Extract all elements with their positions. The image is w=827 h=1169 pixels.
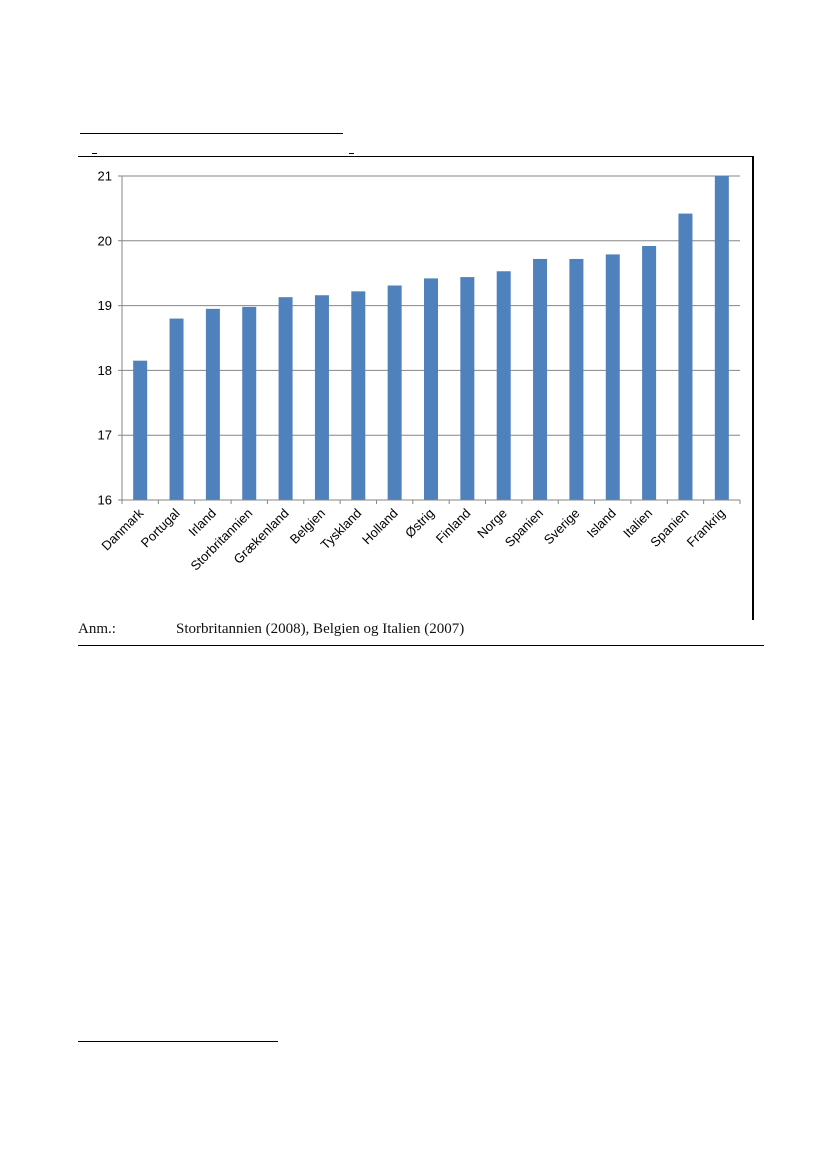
note-label: Anm.: <box>78 621 116 637</box>
bar <box>605 254 620 500</box>
x-tick-label: Spanien <box>502 506 546 550</box>
note: Anm.: Storbritannien (2008), Belgien og … <box>78 620 768 642</box>
bar <box>642 245 657 500</box>
y-tick-label: 20 <box>98 233 112 248</box>
x-tick-label: Sverige <box>541 506 583 548</box>
note-text: Storbritannien (2008), Belgien og Italie… <box>176 621 465 637</box>
bar <box>714 176 729 500</box>
bar <box>205 308 220 500</box>
bar <box>242 306 257 500</box>
y-tick-label: 21 <box>98 169 112 184</box>
bar <box>678 213 693 501</box>
top-rule <box>80 133 343 134</box>
footnote-rule <box>78 1041 278 1042</box>
chart-frame: 16 17 18 19 20 21 Danmark Portugal Irland Storbri… <box>78 156 754 620</box>
y-tick-label: 17 <box>98 428 112 443</box>
bar <box>133 360 148 500</box>
bar <box>424 278 438 500</box>
bar <box>569 258 584 500</box>
y-tick-label: 19 <box>98 298 112 313</box>
x-tick-label: Portugal <box>138 505 183 550</box>
x-tick-label: Finland <box>433 506 474 547</box>
bar <box>533 258 548 500</box>
y-tick-label: 18 <box>98 363 112 378</box>
x-tick-label: Frankrig <box>684 506 728 550</box>
y-tick-label: 16 <box>98 493 112 508</box>
x-tick-label: Danmark <box>98 505 146 553</box>
bar <box>496 271 511 500</box>
x-tick-label: Holland <box>359 506 401 548</box>
bar <box>387 285 402 500</box>
x-tick-label: Irland <box>185 506 219 540</box>
x-tick-label: Spanien <box>647 506 691 550</box>
top-rule-dash-left <box>92 153 97 154</box>
top-rule-dash-right <box>349 153 354 154</box>
x-tick-label: Island <box>584 506 619 541</box>
x-tick-label: Tyskland <box>318 506 365 553</box>
bar <box>460 277 475 500</box>
bar <box>314 295 329 500</box>
bar <box>351 291 366 500</box>
note-separator <box>78 645 764 646</box>
bar <box>169 318 184 500</box>
bar <box>278 297 293 500</box>
